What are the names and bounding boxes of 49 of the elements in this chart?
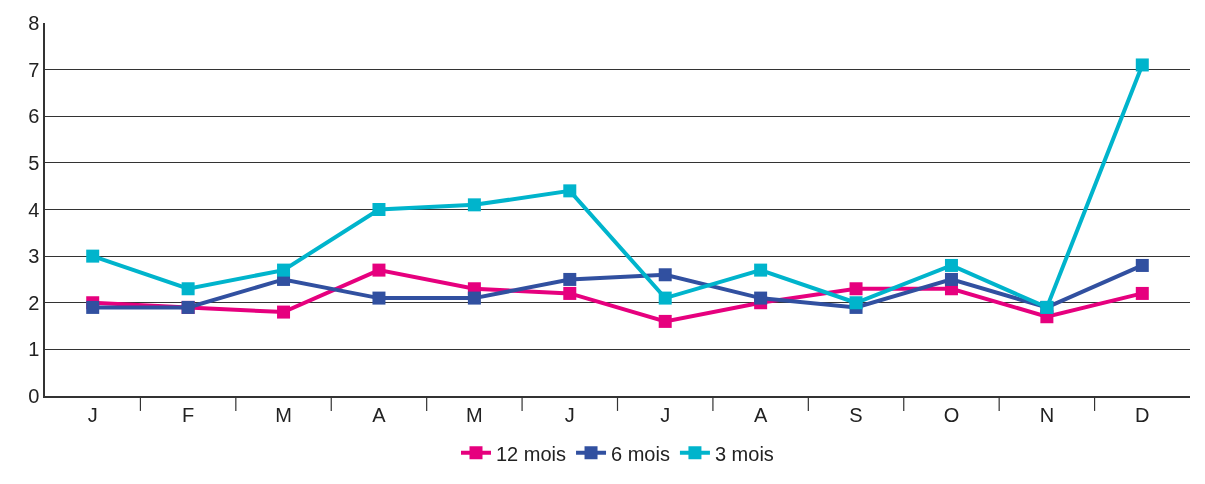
y-tick-label: 0: [28, 385, 40, 407]
point: [563, 286, 577, 300]
point: [944, 272, 958, 286]
x-tick-label: J: [564, 403, 575, 426]
x-tick-label: A: [372, 403, 387, 426]
point: [181, 282, 195, 296]
point: [658, 291, 672, 305]
y-tick-label: 6: [28, 105, 40, 128]
y-tick-label: 3: [28, 245, 40, 268]
point: [277, 263, 291, 277]
point: [86, 249, 100, 263]
point: [754, 263, 768, 277]
point: [563, 272, 577, 286]
point: [467, 198, 481, 212]
y-tick-label: 2: [28, 291, 40, 314]
x-tick-label: O: [943, 403, 960, 426]
legend-label: 3 mois: [714, 442, 774, 465]
point: [86, 300, 100, 314]
point: [563, 184, 577, 198]
x-tick-label: J: [660, 403, 671, 426]
legend-label: 12 mois: [496, 442, 567, 465]
point: [467, 291, 481, 305]
point: [849, 282, 863, 296]
x-tick-label: D: [1135, 403, 1150, 426]
x-tick-label: M: [275, 403, 292, 426]
point: [372, 203, 386, 216]
legend-label: 6 mois: [611, 442, 670, 465]
y-tick-label: 5: [28, 151, 40, 174]
point: [1135, 286, 1149, 300]
x-tick-label: A: [753, 403, 768, 426]
point: [658, 314, 672, 328]
point: [944, 258, 958, 272]
point: [1135, 58, 1149, 72]
point: [372, 263, 386, 277]
x-tick-label: N: [1039, 403, 1055, 426]
point: [754, 291, 768, 305]
y-tick-label: 4: [28, 198, 40, 221]
point: [849, 296, 863, 310]
x-tick-label: M: [466, 403, 483, 426]
y-tick-label: 7: [28, 58, 40, 81]
y-tick-label: 8: [28, 12, 40, 34]
point: [1135, 258, 1149, 272]
y-tick-label: 1: [28, 338, 40, 361]
x-tick-label: S: [849, 403, 863, 426]
point: [277, 305, 291, 319]
point: [658, 268, 672, 282]
x-tick-label: F: [182, 403, 195, 426]
point: [372, 291, 386, 305]
x-tick-label: J: [87, 403, 98, 426]
